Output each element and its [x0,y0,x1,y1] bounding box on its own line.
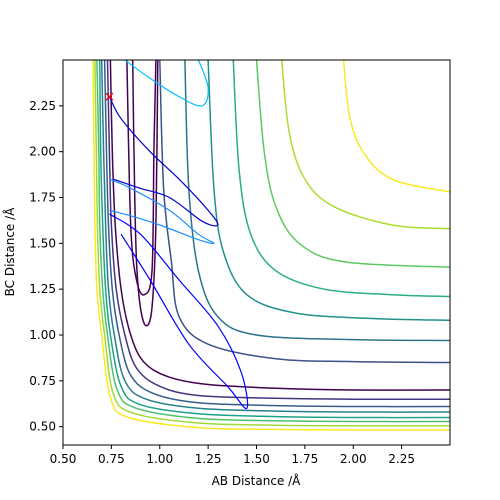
trajectory-lines [108,60,249,410]
contour-line-3 [100,60,450,413]
y-tick-label-3: 1.25 [29,282,56,296]
contour-line-7 [92,60,450,431]
x-tick-label-4: 1.50 [243,452,270,466]
contour-lines [92,60,450,431]
x-tick-label-7: 2.25 [388,452,415,466]
start-marker-0 [105,92,114,101]
x-axis-ticks: 0.50 0.75 1.00 1.25 1.50 1.75 2.00 2.25 [50,445,415,466]
y-axis-title: BC Distance /Å [2,207,17,297]
contour-line-0 [109,60,450,391]
trajectory-line-3 [124,60,209,107]
y-tick-label-0: 0.50 [29,420,56,434]
x-tick-label-6: 2.00 [340,452,367,466]
y-tick-label-4: 1.50 [29,236,56,250]
x-tick-label-3: 1.25 [195,452,222,466]
y-tick-label-2: 1.00 [29,328,56,342]
contour-line-4 [99,60,450,419]
y-tick-label-5: 1.75 [29,191,56,205]
contour-line-14 [342,60,450,193]
contour-line-6 [94,60,450,427]
y-tick-label-6: 2.00 [29,145,56,159]
x-tick-label-2: 1.00 [146,452,173,466]
contour-line-2 [103,60,450,408]
contour-line-15 [131,60,159,327]
x-tick-label-1: 0.75 [98,452,125,466]
contour-line-9 [184,60,450,342]
trajectory-line-1 [109,178,215,245]
trajectory-line-2 [109,213,249,410]
x-axis-title: AB Distance /Å [212,473,302,488]
x-tick-label-0: 0.50 [50,452,77,466]
contour-line-12 [255,60,450,268]
contour-line-10 [207,60,450,322]
contour-line-13 [280,60,450,230]
contour-line-16 [126,60,157,296]
y-axis-ticks: 0.50 0.75 1.00 1.25 1.50 1.75 2.00 2.25 [29,99,63,434]
contour-line-5 [96,60,450,423]
trajectory-line-0 [108,96,219,227]
x-tick-label-5: 1.75 [292,452,319,466]
y-tick-label-7: 2.25 [29,99,56,113]
contour-line-1 [106,60,450,400]
contour-line-8 [159,60,450,364]
contour-line-11 [232,60,450,298]
y-tick-label-1: 0.75 [29,374,56,388]
start-markers [105,92,114,101]
